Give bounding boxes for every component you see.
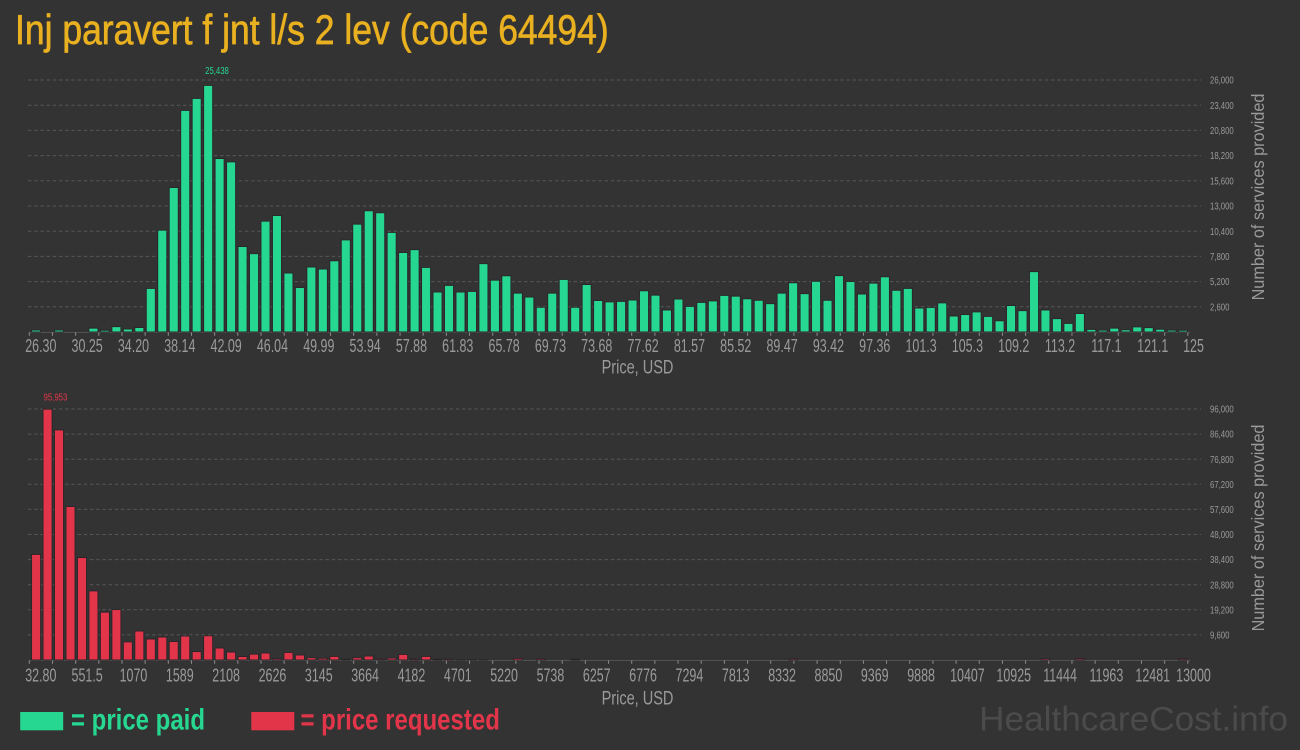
svg-text:6257: 6257 bbox=[583, 666, 611, 686]
svg-text:97.36: 97.36 bbox=[859, 337, 890, 357]
svg-text:13,000: 13,000 bbox=[1210, 201, 1234, 212]
svg-text:12481: 12481 bbox=[1135, 666, 1170, 686]
svg-text:26,000: 26,000 bbox=[1210, 75, 1234, 86]
svg-text:53.94: 53.94 bbox=[350, 337, 381, 357]
svg-text:= price paid: = price paid bbox=[71, 702, 205, 736]
svg-text:121.1: 121.1 bbox=[1137, 337, 1168, 357]
svg-text:4701: 4701 bbox=[444, 666, 472, 686]
svg-text:20,800: 20,800 bbox=[1210, 125, 1234, 136]
svg-text:7813: 7813 bbox=[722, 666, 750, 686]
svg-text:19,200: 19,200 bbox=[1210, 604, 1234, 615]
svg-text:30.25: 30.25 bbox=[72, 337, 103, 357]
svg-text:6776: 6776 bbox=[629, 666, 657, 686]
svg-text:23,400: 23,400 bbox=[1210, 100, 1234, 111]
svg-text:5,200: 5,200 bbox=[1210, 276, 1229, 287]
svg-text:96,000: 96,000 bbox=[1210, 404, 1234, 415]
svg-text:34.20: 34.20 bbox=[118, 337, 149, 357]
svg-text:1070: 1070 bbox=[120, 666, 148, 686]
svg-text:28,800: 28,800 bbox=[1210, 579, 1234, 590]
svg-text:13000: 13000 bbox=[1176, 666, 1211, 686]
svg-text:Inj paravert f jnt l/s 2 lev (: Inj paravert f jnt l/s 2 lev (code 64494… bbox=[15, 7, 609, 53]
svg-text:65.78: 65.78 bbox=[489, 337, 520, 357]
svg-text:Price, USD: Price, USD bbox=[602, 355, 674, 378]
svg-text:9888: 9888 bbox=[907, 666, 935, 686]
svg-text:8850: 8850 bbox=[815, 666, 843, 686]
svg-text:101.3: 101.3 bbox=[905, 337, 936, 357]
svg-text:9,600: 9,600 bbox=[1210, 629, 1229, 640]
svg-text:125: 125 bbox=[1183, 337, 1204, 357]
svg-text:Number of services provided: Number of services provided bbox=[1248, 94, 1268, 301]
svg-text:85.52: 85.52 bbox=[720, 337, 751, 357]
svg-text:38,400: 38,400 bbox=[1210, 554, 1234, 565]
svg-text:89.47: 89.47 bbox=[766, 337, 797, 357]
svg-text:32.80: 32.80 bbox=[25, 666, 56, 686]
svg-text:57.88: 57.88 bbox=[396, 337, 427, 357]
svg-text:73.68: 73.68 bbox=[581, 337, 612, 357]
svg-text:11963: 11963 bbox=[1090, 666, 1124, 686]
svg-text:15,600: 15,600 bbox=[1210, 175, 1234, 186]
svg-text:3145: 3145 bbox=[305, 666, 333, 686]
svg-text:42.09: 42.09 bbox=[211, 337, 242, 357]
svg-text:Number of services provided: Number of services provided bbox=[1248, 425, 1268, 632]
svg-text:2108: 2108 bbox=[212, 666, 240, 686]
svg-text:= price requested: = price requested bbox=[301, 702, 500, 736]
svg-text:77.62: 77.62 bbox=[628, 337, 659, 357]
svg-text:69.73: 69.73 bbox=[535, 337, 566, 357]
svg-text:117.1: 117.1 bbox=[1091, 337, 1121, 357]
svg-text:4182: 4182 bbox=[398, 666, 426, 686]
svg-text:5220: 5220 bbox=[490, 666, 518, 686]
svg-text:109.2: 109.2 bbox=[998, 337, 1029, 357]
svg-text:49.99: 49.99 bbox=[303, 337, 334, 357]
svg-text:38.14: 38.14 bbox=[164, 337, 195, 357]
svg-text:10925: 10925 bbox=[996, 666, 1031, 686]
svg-text:10407: 10407 bbox=[950, 666, 985, 686]
svg-text:11444: 11444 bbox=[1043, 666, 1077, 686]
svg-text:7294: 7294 bbox=[676, 666, 704, 686]
svg-text:9369: 9369 bbox=[861, 666, 889, 686]
svg-text:5738: 5738 bbox=[537, 666, 565, 686]
svg-text:1589: 1589 bbox=[166, 666, 194, 686]
svg-text:93.42: 93.42 bbox=[813, 337, 844, 357]
svg-text:61.83: 61.83 bbox=[442, 337, 473, 357]
svg-text:105.3: 105.3 bbox=[952, 337, 983, 357]
svg-text:2626: 2626 bbox=[259, 666, 287, 686]
svg-text:26.30: 26.30 bbox=[25, 337, 56, 357]
svg-text:18,200: 18,200 bbox=[1210, 150, 1234, 161]
svg-text:57,600: 57,600 bbox=[1210, 504, 1234, 515]
svg-text:86,400: 86,400 bbox=[1210, 429, 1234, 440]
svg-text:10,400: 10,400 bbox=[1210, 226, 1234, 237]
svg-text:48,000: 48,000 bbox=[1210, 529, 1234, 540]
svg-text:25,438: 25,438 bbox=[205, 65, 229, 76]
svg-text:46.04: 46.04 bbox=[257, 337, 288, 357]
svg-text:2,600: 2,600 bbox=[1210, 301, 1229, 312]
svg-text:3664: 3664 bbox=[351, 666, 379, 686]
svg-text:HealthcareCost.info: HealthcareCost.info bbox=[979, 700, 1288, 739]
svg-text:67,200: 67,200 bbox=[1210, 479, 1234, 490]
svg-text:81.57: 81.57 bbox=[674, 337, 705, 357]
svg-text:76,800: 76,800 bbox=[1210, 454, 1234, 465]
svg-text:95,953: 95,953 bbox=[44, 392, 68, 403]
svg-text:113.2: 113.2 bbox=[1045, 337, 1075, 357]
svg-text:551.5: 551.5 bbox=[72, 666, 103, 686]
svg-text:7,800: 7,800 bbox=[1210, 251, 1229, 262]
svg-text:Price, USD: Price, USD bbox=[602, 686, 674, 709]
svg-text:8332: 8332 bbox=[768, 666, 796, 686]
